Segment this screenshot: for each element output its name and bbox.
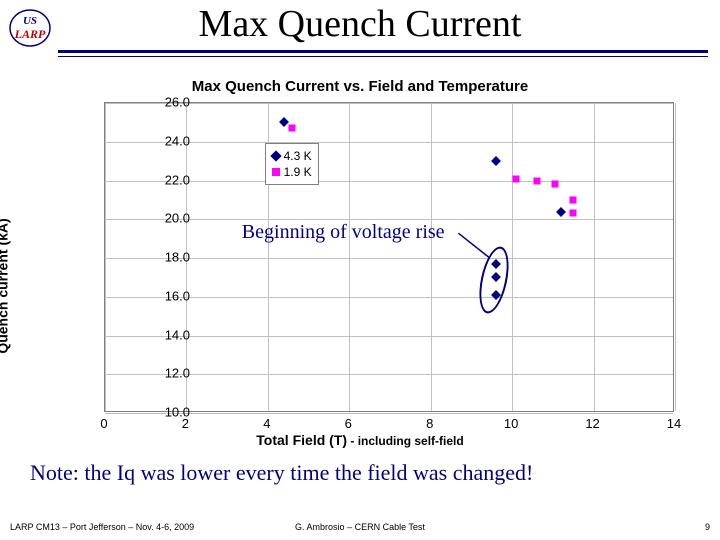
data-point [551, 181, 558, 188]
ytick: 26.0 [120, 95, 190, 110]
xtick: 6 [333, 416, 363, 431]
footer-center: G. Ambrosio – CERN Cable Test [0, 522, 720, 532]
xtick: 14 [659, 416, 689, 431]
chart-xlabel: Total Field (T) - including self-field [30, 432, 690, 448]
data-point [533, 177, 540, 184]
title-underline [58, 50, 708, 53]
ytick: 24.0 [120, 133, 190, 148]
xtick: 12 [578, 416, 608, 431]
slide-title: Max Quench Current [0, 2, 720, 46]
xtick: 4 [252, 416, 282, 431]
ytick: 12.0 [120, 366, 190, 381]
data-point [491, 156, 501, 166]
xtick: 2 [170, 416, 200, 431]
callout-ellipse [475, 244, 515, 316]
ytick: 18.0 [120, 250, 190, 265]
annotation-label: Beginning of voltage rise [242, 221, 445, 244]
data-point [570, 196, 577, 203]
data-point [289, 125, 296, 132]
xtick: 0 [89, 416, 119, 431]
ytick: 22.0 [120, 172, 190, 187]
data-point [556, 207, 566, 217]
chart-title: Max Quench Current vs. Field and Tempera… [30, 78, 690, 95]
ytick: 16.0 [120, 288, 190, 303]
data-point [279, 117, 289, 127]
data-point [570, 210, 577, 217]
chart-legend: 4.3 K1.9 K [265, 143, 319, 185]
footer-right: 9 [705, 522, 710, 532]
ytick: 20.0 [120, 211, 190, 226]
chart: Max Quench Current vs. Field and Tempera… [30, 78, 690, 448]
xtick: 8 [415, 416, 445, 431]
ytick: 14.0 [120, 327, 190, 342]
chart-ylabel: Quench current (kA) [0, 218, 11, 353]
data-point [513, 175, 520, 182]
title-underline-thin [58, 56, 708, 57]
xtick: 10 [496, 416, 526, 431]
note-text: Note: the Iq was lower every time the fi… [30, 460, 533, 486]
